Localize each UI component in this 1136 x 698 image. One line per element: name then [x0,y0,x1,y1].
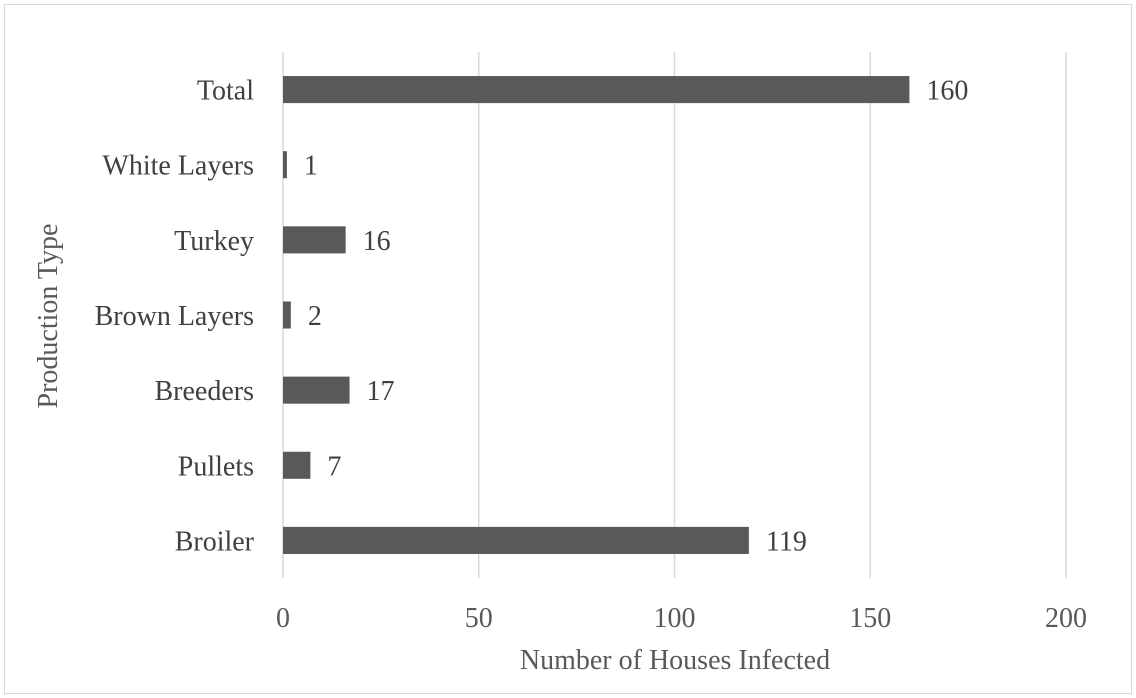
data-label: 7 [327,451,341,482]
category-label: Total [197,76,254,107]
data-labels: 119 7 17 2 16 1 160 [304,76,968,558]
bar [283,301,291,329]
x-tick-label: 150 [849,603,891,634]
category-label: Brown Layers [95,301,254,332]
data-label: 17 [367,376,395,407]
x-tick-labels: 0 50 100 150 200 [276,603,1087,634]
category-label: Pullets [178,451,254,482]
bar [283,151,287,179]
x-tick-label: 200 [1045,603,1087,634]
category-label: Broiler [175,526,255,557]
gridlines [282,52,1067,578]
bar [283,76,910,104]
y-axis-title: Production Type [33,224,64,409]
x-tick-label: 50 [465,603,493,634]
x-axis-title: Number of Houses Infected [520,645,830,676]
x-tick-label: 0 [276,603,290,634]
category-labels: Broiler Pullets Breeders Brown Layers Turkey… [95,76,255,558]
data-label: 16 [363,226,391,257]
bar [283,526,749,554]
bar [283,226,346,254]
data-label: 2 [308,301,322,332]
category-label: Breeders [154,376,254,407]
bar [283,451,311,479]
bars [283,76,910,554]
data-label: 1 [304,151,318,182]
x-tick-label: 100 [654,603,696,634]
chart-frame [4,4,1132,694]
category-label: White Layers [102,151,254,182]
data-label: 160 [926,76,968,107]
bar [283,376,350,404]
category-label: Turkey [174,226,254,257]
data-label: 119 [766,526,807,557]
